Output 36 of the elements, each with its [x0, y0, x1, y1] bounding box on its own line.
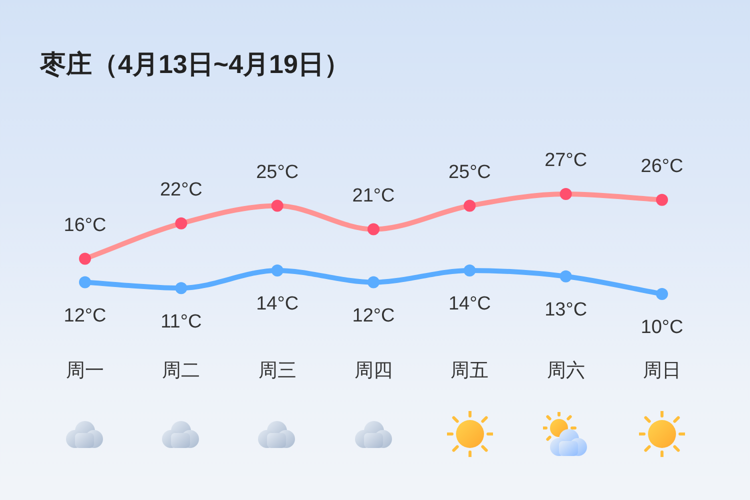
data-label: 25°C	[448, 162, 491, 183]
x-tick-label: 周四	[354, 360, 392, 382]
data-label: 12°C	[64, 305, 106, 326]
data-label: 21°C	[352, 186, 395, 207]
data-label: 16°C	[64, 214, 106, 236]
point	[175, 282, 188, 294]
data-label: 13°C	[544, 300, 588, 321]
point	[368, 223, 380, 236]
point	[368, 276, 380, 288]
point	[464, 264, 476, 276]
x-tick-label: 周日	[643, 360, 681, 382]
x-tick-label: 周六	[546, 360, 585, 382]
point	[656, 288, 668, 300]
data-label: 27°C	[544, 150, 588, 172]
point	[175, 217, 188, 230]
data-label: 14°C	[256, 294, 299, 315]
point	[656, 194, 668, 206]
point	[271, 264, 284, 276]
point	[79, 252, 91, 265]
data-label: 26°C	[640, 156, 684, 178]
data-label: 12°C	[352, 305, 395, 326]
point	[560, 188, 572, 200]
point	[560, 270, 572, 282]
x-tick-label: 周一	[66, 360, 104, 382]
point	[271, 200, 284, 212]
data-label: 25°C	[256, 162, 299, 183]
data-label: 11°C	[160, 311, 202, 332]
x-tick-label: 周二	[162, 360, 200, 382]
data-label: 14°C	[448, 294, 491, 315]
x-tick-label: 周三	[258, 360, 296, 382]
chart-title: 枣庄（4月13日~4月19日）	[40, 48, 350, 81]
point	[79, 276, 91, 288]
point	[464, 200, 476, 212]
x-tick-label: 周五	[450, 360, 489, 382]
data-label: 10°C	[640, 317, 684, 338]
data-label: 22°C	[160, 180, 202, 201]
